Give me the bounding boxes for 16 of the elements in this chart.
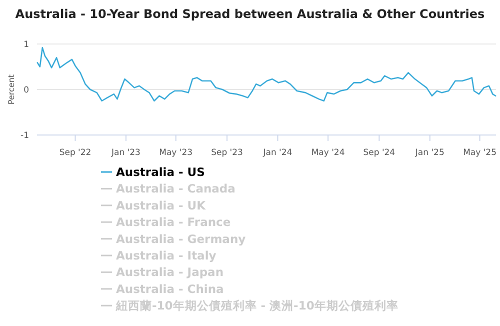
y-tick-label: 0	[24, 86, 29, 96]
y-tick-label: -1	[20, 131, 29, 141]
x-tick-label: Sep '23	[211, 148, 243, 158]
x-tick-label: Jan '23	[110, 148, 140, 158]
legend-label: Australia - US	[116, 165, 205, 179]
y-axis-title: Percent	[7, 74, 16, 105]
x-tick-label: May '25	[463, 148, 497, 158]
x-tick-label: Sep '24	[363, 148, 396, 158]
x-tick-label: Jan '24	[262, 148, 292, 158]
x-tick-label: Sep '22	[59, 148, 92, 158]
y-tick-label: 1	[24, 40, 29, 50]
line-series	[36, 46, 496, 102]
x-tick-label: Jan '25	[414, 148, 444, 158]
chart-title: Australia - 10-Year Bond Spread between Australia & Other Countries	[15, 7, 485, 21]
x-tick-label: May '24	[311, 148, 345, 158]
x-tick-label: May '23	[159, 148, 193, 158]
